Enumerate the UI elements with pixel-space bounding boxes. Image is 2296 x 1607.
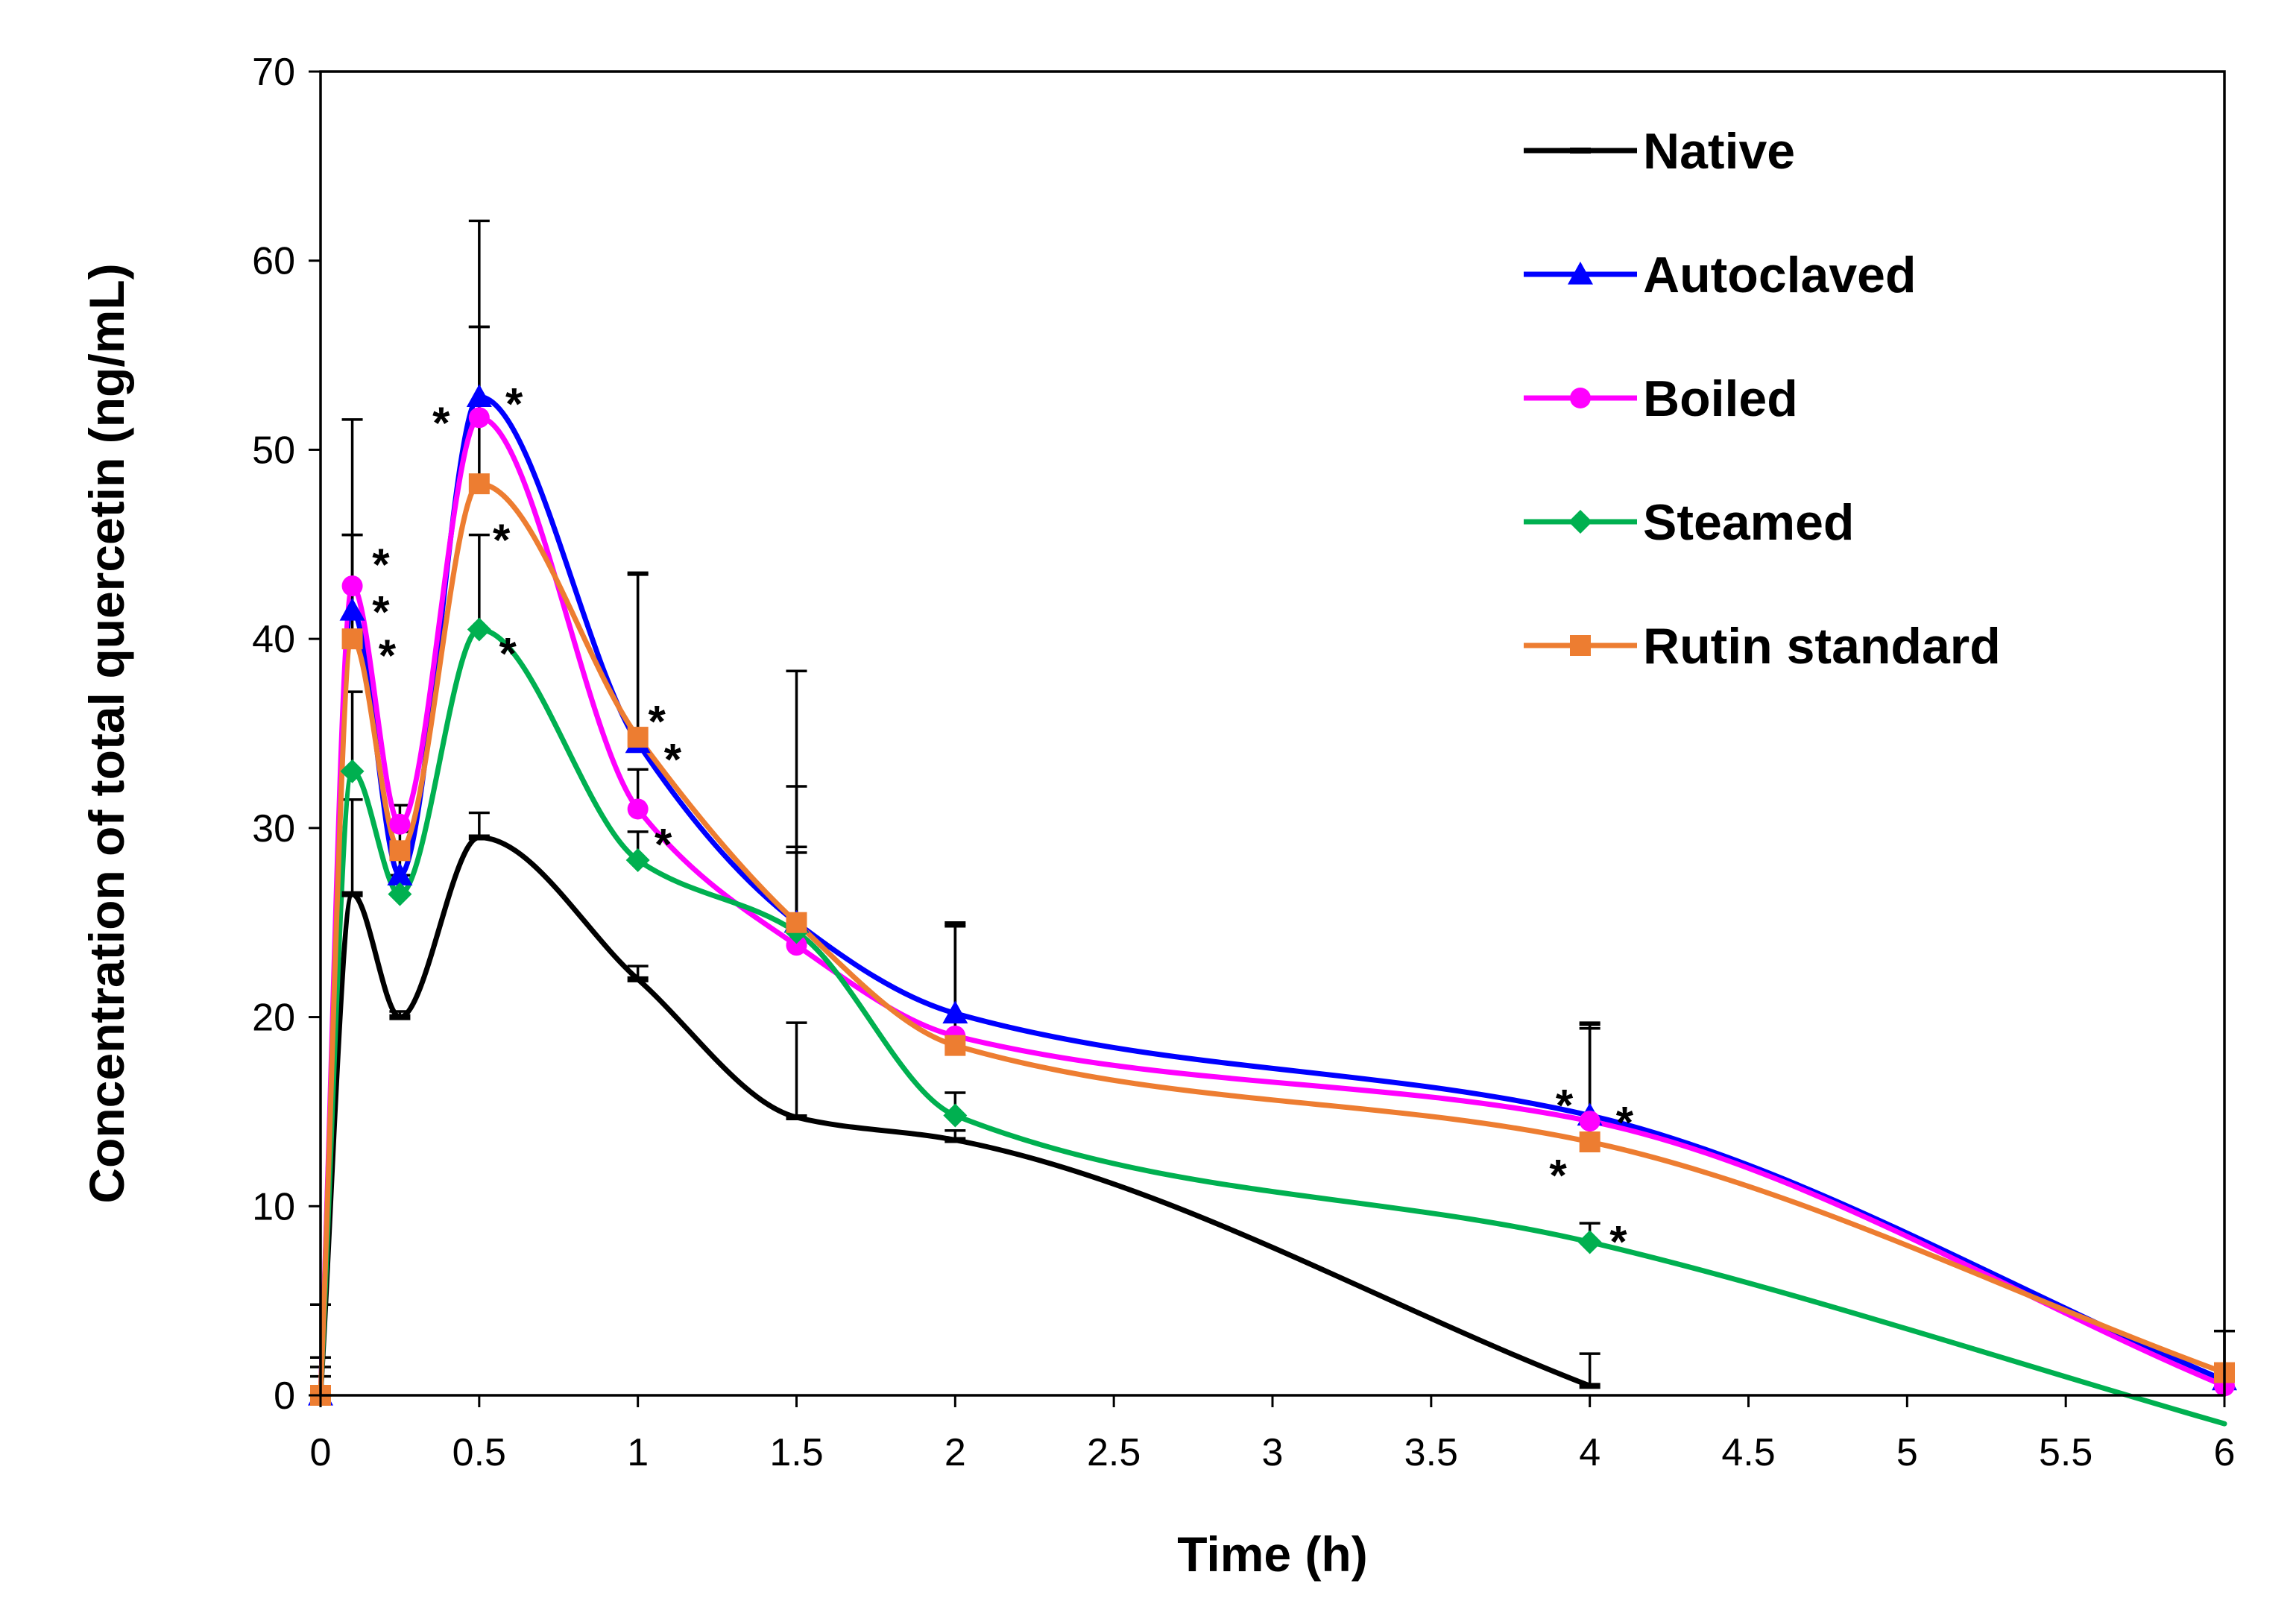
data-point-boiled [1579,1111,1600,1132]
legend-label-autoclaved: Autoclaved [1643,247,1917,303]
legend-marker-steamed [1568,510,1592,534]
data-point-boiled [786,935,807,956]
x-tick-label: 0 [310,1431,332,1474]
y-tick-label: 70 [252,51,295,94]
x-tick-label: 3 [1262,1431,1284,1474]
x-tick-label: 6 [2214,1431,2236,1474]
data-point-rutin-standard [944,1035,966,1056]
y-tick-label: 50 [252,429,295,472]
significance-asterisk: * [432,398,450,448]
legend: Native Autoclaved Boiled Steamed Rutin stand… [1524,123,2001,675]
significance-asterisk: * [372,587,390,637]
y-tick-label: 0 [274,1374,295,1418]
significance-asterisk: * [664,734,682,784]
y-tick-label: 10 [252,1185,295,1228]
significance-asterisk: * [505,379,523,429]
significance-asterisk: * [655,820,672,870]
data-point-boiled [627,798,649,820]
legend-label-boiled: Boiled [1643,370,1798,427]
y-tick-label: 30 [252,807,295,850]
data-point-boiled [468,407,490,429]
legend-label-rutin-standard: Rutin standard [1643,618,2001,675]
data-point-rutin-standard [1579,1131,1600,1153]
significance-asterisk: * [372,540,390,590]
data-point-steamed [943,1103,968,1128]
legend-label-native: Native [1643,123,1795,180]
data-point-steamed [625,847,650,872]
data-point-rutin-standard [341,628,363,650]
legend-label-steamed: Steamed [1643,494,1854,551]
significance-asterisk: * [1609,1216,1627,1266]
series-markers [308,384,2237,1407]
data-point-autoclaved [942,1000,968,1024]
y-tick-label: 20 [252,997,295,1040]
legend-marker-rutin-standard [1570,635,1591,656]
x-tick-label: 5.5 [2039,1431,2092,1474]
data-point-autoclaved [339,598,365,621]
data-point-rutin-standard [786,912,807,933]
significance-asterisk: * [1556,1081,1574,1131]
legend-marker-boiled [1570,388,1591,408]
significance-asterisk: * [379,631,397,681]
data-point-rutin-standard [627,727,649,748]
legend-marker-autoclaved [1568,262,1593,285]
x-tick-label: 4 [1579,1431,1600,1474]
data-point-steamed [340,759,365,783]
x-tick-label: 3.5 [1404,1431,1458,1474]
y-tick-label: 60 [252,240,295,283]
x-tick-label: 4.5 [1721,1431,1775,1474]
data-point-autoclaved [387,862,413,885]
significance-asterisk: * [649,697,666,747]
x-axis-title: Time (h) [1177,1527,1367,1582]
data-point-boiled [341,575,363,597]
series-line-native [318,835,1593,1398]
x-tick-label: 1 [627,1431,649,1474]
data-point-steamed [467,617,491,642]
significance-asterisk: * [493,515,511,565]
significance-asterisk: * [1616,1098,1634,1148]
x-tick-label: 2.5 [1087,1431,1141,1474]
data-point-autoclaved [466,384,492,407]
data-point-steamed [388,882,412,906]
significance-asterisk: * [499,628,517,678]
x-tick-label: 1.5 [769,1431,823,1474]
significance-asterisk: * [1549,1151,1567,1201]
y-axis-title: Concentration of total quercetin (ng/mL) [79,263,134,1203]
data-point-boiled [389,813,411,835]
x-tick-label: 0.5 [452,1431,506,1474]
data-point-rutin-standard [468,473,490,495]
x-tick-label: 2 [944,1431,966,1474]
data-point-rutin-standard [389,840,411,862]
significance-annotations: **** ******* *** [372,379,1634,1266]
data-point-steamed [1577,1230,1602,1254]
y-tick-label: 40 [252,618,295,661]
x-tick-label: 5 [1896,1431,1918,1474]
